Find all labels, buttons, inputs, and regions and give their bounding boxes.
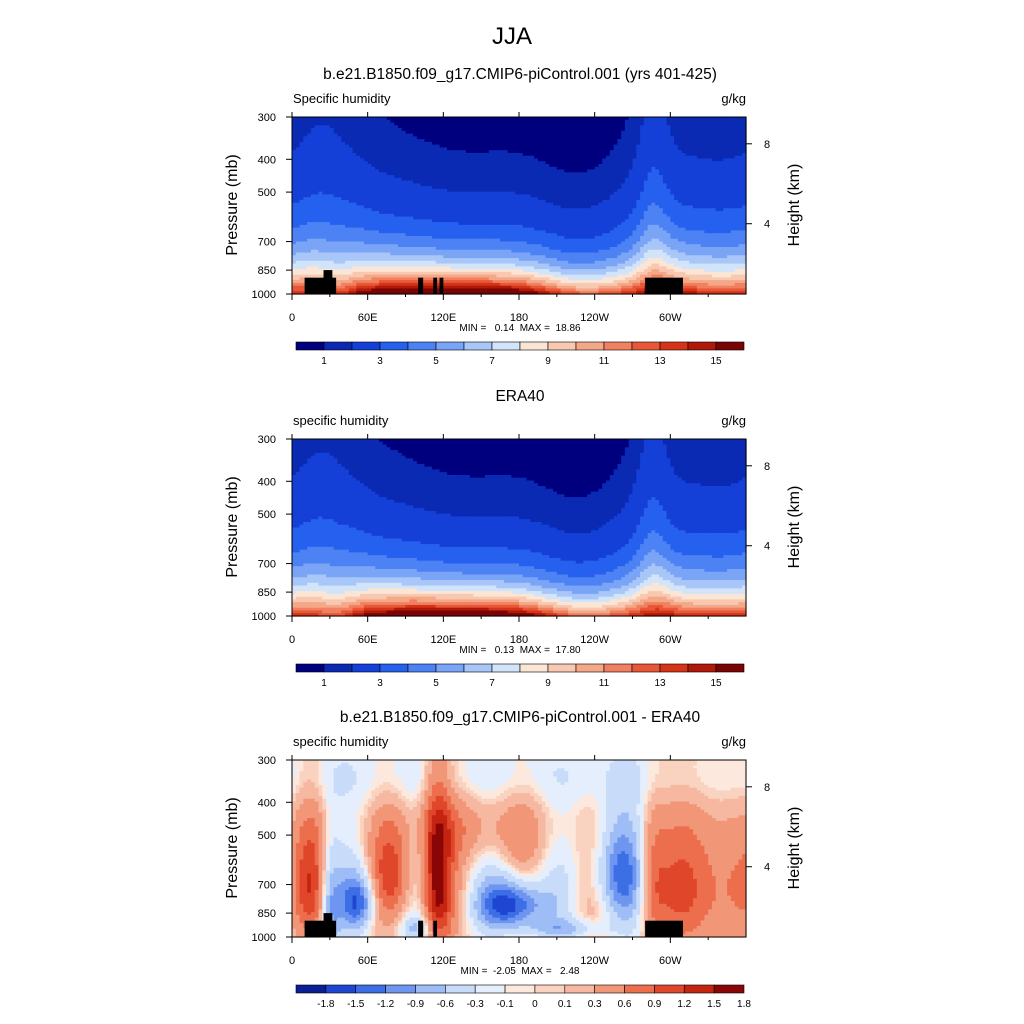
panel-left-label: Specific humidity xyxy=(293,91,391,106)
panel-right-label: g/kg xyxy=(721,91,746,106)
contour-field xyxy=(292,117,747,295)
panel-title: b.e21.B1850.f09_g17.CMIP6-piControl.001 … xyxy=(323,66,717,83)
page-title: JJA xyxy=(492,23,532,50)
panel-model: b.e21.B1850.f09_g17.CMIP6-piControl.001 … xyxy=(224,66,803,367)
